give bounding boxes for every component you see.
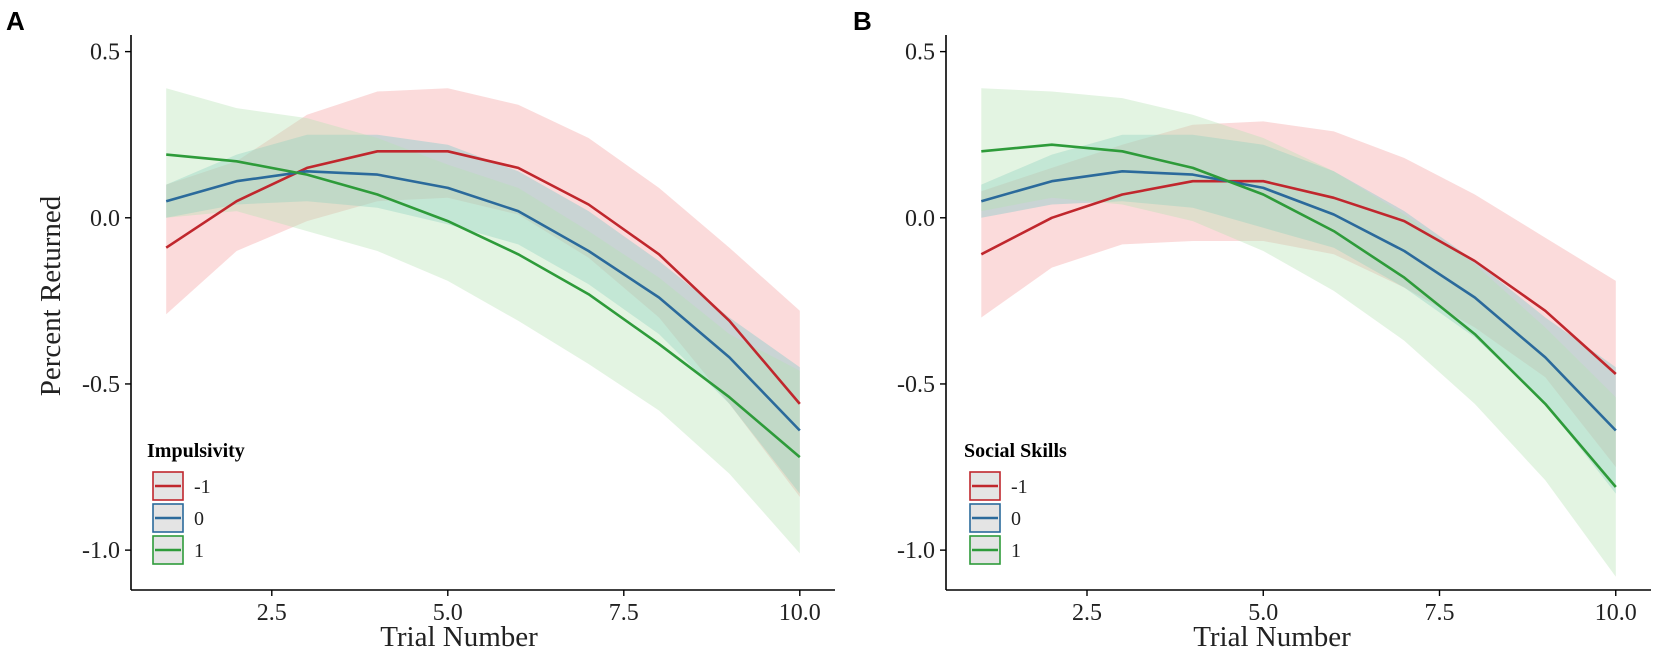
x-tick-label: 5.0 bbox=[433, 600, 463, 626]
confidence-bands bbox=[166, 88, 800, 554]
x-tick-label: 5.0 bbox=[1248, 600, 1278, 626]
legend-label: 0 bbox=[1011, 508, 1021, 530]
tick-labels: 0.5 0.0 -0.5 -1.0 2.5 5.0 7.5 10.0 bbox=[897, 40, 1637, 626]
x-tick-label: 2.5 bbox=[1072, 600, 1102, 626]
legend-item-2: 1 bbox=[152, 535, 204, 565]
panel-b: B 0.5 0.0 -0.5 -1.0 2.5 5.0 7.5 10.0 Trial Numb… bbox=[853, 6, 1651, 653]
y-tick-label: 0.5 bbox=[905, 40, 935, 66]
legend-title: Impulsivity bbox=[147, 440, 245, 462]
series-line-1 bbox=[165, 170, 801, 432]
y-axis-title: Percent Returned bbox=[35, 195, 67, 396]
y-tick-label: 0.0 bbox=[905, 206, 935, 232]
y-tick-label: -1.0 bbox=[897, 538, 935, 564]
legend-item-2: 1 bbox=[969, 535, 1021, 565]
legend-item-1: 0 bbox=[969, 503, 1021, 533]
x-tick-label: 7.5 bbox=[609, 600, 639, 626]
confidence-band-1 bbox=[981, 134, 1616, 494]
series-line-2 bbox=[166, 153, 801, 459]
legend-item-0: -1 bbox=[969, 471, 1028, 501]
y-tick-label: -0.5 bbox=[897, 372, 935, 398]
series-lines bbox=[980, 143, 1617, 488]
confidence-band-1 bbox=[166, 134, 800, 494]
x-tick-label: 2.5 bbox=[257, 600, 287, 626]
panel-letter: B bbox=[853, 6, 872, 36]
x-axis-title: Trial Number bbox=[380, 621, 538, 653]
series-line-2 bbox=[981, 143, 1617, 488]
legend-item-1: 0 bbox=[152, 503, 204, 533]
legend: Impulsivity -1 0 1 bbox=[147, 440, 245, 565]
series-lines bbox=[165, 150, 801, 459]
legend-label: -1 bbox=[194, 476, 211, 498]
legend-title: Social Skills bbox=[964, 440, 1067, 462]
y-tick-label: -1.0 bbox=[82, 538, 120, 564]
axes bbox=[125, 35, 835, 596]
confidence-bands bbox=[981, 88, 1616, 577]
x-tick-label: 10.0 bbox=[1595, 600, 1637, 626]
confidence-band-2 bbox=[166, 88, 800, 554]
legend-label: 1 bbox=[1011, 540, 1021, 562]
y-tick-label: -0.5 bbox=[82, 372, 120, 398]
panel-a: A 0.5 0.0 -0.5 -1.0 2.5 5.0 7.5 10.0 Trial Numb… bbox=[6, 6, 835, 653]
confidence-band-0 bbox=[981, 121, 1616, 468]
legend: Social Skills -1 0 1 bbox=[964, 440, 1067, 565]
legend-label: -1 bbox=[1011, 476, 1028, 498]
y-tick-label: 0.0 bbox=[90, 206, 120, 232]
legend-item-0: -1 bbox=[152, 471, 211, 501]
x-tick-label: 7.5 bbox=[1425, 600, 1455, 626]
x-axis-title: Trial Number bbox=[1193, 621, 1351, 653]
legend-label: 0 bbox=[194, 508, 204, 530]
series-line-0 bbox=[165, 150, 801, 405]
confidence-band-0 bbox=[166, 88, 800, 497]
legend-label: 1 bbox=[194, 540, 204, 562]
y-tick-label: 0.5 bbox=[90, 40, 120, 66]
tick-labels: 0.5 0.0 -0.5 -1.0 2.5 5.0 7.5 10.0 bbox=[82, 40, 821, 626]
axes bbox=[940, 35, 1651, 596]
series-line-0 bbox=[980, 179, 1617, 375]
panel-letter: A bbox=[6, 6, 25, 36]
series-line-1 bbox=[980, 170, 1617, 432]
x-tick-label: 10.0 bbox=[779, 600, 821, 626]
confidence-band-2 bbox=[981, 88, 1616, 577]
